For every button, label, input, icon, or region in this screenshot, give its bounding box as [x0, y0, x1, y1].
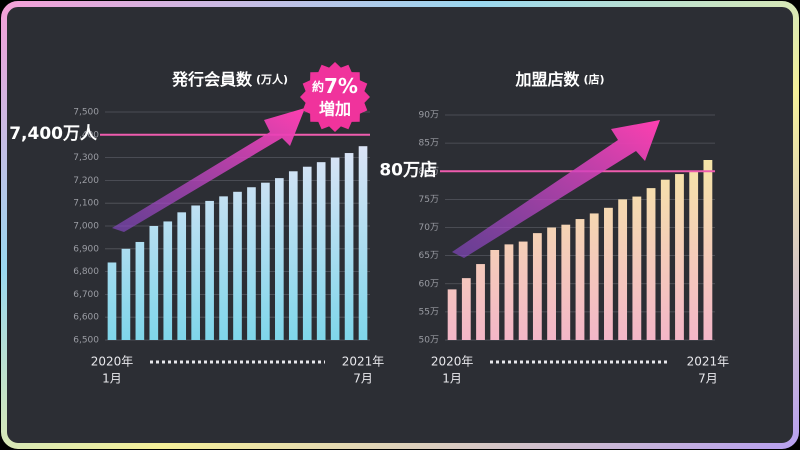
x-tick-label: 7月 [698, 372, 718, 386]
bar [618, 199, 628, 340]
bar [476, 264, 485, 340]
x-tick-label: 2021年 [342, 355, 385, 369]
chart-title: 加盟店数 (店) [514, 70, 604, 89]
bar [233, 191, 242, 340]
arrow [452, 120, 660, 258]
bar [275, 178, 284, 340]
bar [532, 233, 542, 340]
chart-title: 発行会員数 (万人) [171, 70, 288, 89]
bar [504, 244, 514, 340]
y-tick-label: 6,900 [73, 244, 99, 254]
bar [121, 248, 131, 340]
title-text: 発行会員数 [171, 70, 253, 89]
y-tick-label: 7,300 [73, 153, 99, 163]
y-tick-label: 90万 [419, 111, 439, 121]
bar [219, 196, 228, 340]
bar [177, 212, 187, 340]
bar [518, 241, 528, 340]
bar-chart: 加盟店数 (店) 50万 55万 60万 65万 70万 75万 80万 85万 90万 2020年 1… [379, 70, 729, 386]
badge: 約7% 増加 [300, 62, 370, 132]
bar [575, 219, 585, 340]
y-tick-label: 80万 [419, 167, 439, 177]
y-tick-label: 75万 [419, 195, 439, 205]
bar [604, 207, 613, 340]
y-tick-label: 7,200 [73, 176, 99, 186]
bar [107, 262, 117, 340]
bar [163, 221, 173, 340]
title-unit: (店) [583, 72, 604, 86]
reference-label: 7,400万人 [9, 124, 98, 144]
y-tick-label: 7,400 [73, 130, 99, 140]
bar [261, 182, 270, 340]
x-tick-label: 2021年 [687, 355, 730, 369]
y-tick-label: 60万 [419, 279, 439, 289]
bar [288, 171, 298, 340]
bar [302, 166, 312, 340]
y-tick-label: 85万 [419, 139, 439, 149]
x-tick-label: 2020年 [91, 355, 134, 369]
x-tick-label: 1月 [102, 372, 122, 386]
badge-text: 約7% [312, 74, 358, 98]
bar [330, 157, 340, 340]
y-tick-label: 6,500 [73, 336, 99, 346]
bar [675, 174, 684, 340]
badge-value: 7% [324, 74, 358, 98]
bar [547, 227, 556, 340]
y-tick-label: 7,500 [73, 108, 99, 118]
bar [247, 187, 256, 340]
badge-burst [300, 62, 370, 132]
y-tick-label: 65万 [419, 251, 439, 261]
y-tick-label: 6,600 [73, 313, 99, 323]
bar [358, 146, 368, 340]
x-tick-label: 1月 [442, 372, 462, 386]
bar [561, 224, 571, 340]
bar [344, 153, 354, 340]
bar [632, 196, 642, 340]
bar [703, 160, 713, 340]
bar [490, 250, 500, 340]
bar [149, 226, 159, 340]
bar [660, 179, 670, 340]
title-text: 加盟店数 [514, 70, 580, 89]
y-tick-label: 7,000 [73, 222, 99, 232]
bar-chart: 発行会員数 (万人) 6,500 6,600 6,700 6,800 6,900 7,000 7… [9, 70, 384, 386]
x-tick-label: 2020年 [431, 355, 474, 369]
bar [461, 278, 471, 340]
bar [205, 200, 214, 340]
bar [191, 205, 200, 340]
badge-prefix: 約 [312, 79, 324, 94]
y-tick-label: 7,100 [73, 199, 99, 209]
badge-suffix: 増加 [319, 100, 351, 119]
y-tick-label: 70万 [419, 223, 439, 233]
bar [447, 289, 457, 340]
bar [316, 162, 326, 340]
y-tick-label: 50万 [419, 336, 439, 346]
bar [135, 241, 145, 340]
title-unit: (万人) [256, 72, 288, 86]
y-tick-label: 6,800 [73, 267, 99, 277]
charts: 発行会員数 (万人) 6,500 6,600 6,700 6,800 6,900 7,000 7… [9, 70, 729, 386]
y-tick-label: 6,700 [73, 290, 99, 300]
arrow [112, 108, 305, 232]
x-tick-label: 7月 [353, 372, 373, 386]
bar [589, 213, 599, 340]
reference-label: 80万店 [379, 159, 437, 180]
bar [646, 188, 656, 340]
y-tick-label: 55万 [419, 307, 439, 317]
bar [689, 171, 699, 340]
